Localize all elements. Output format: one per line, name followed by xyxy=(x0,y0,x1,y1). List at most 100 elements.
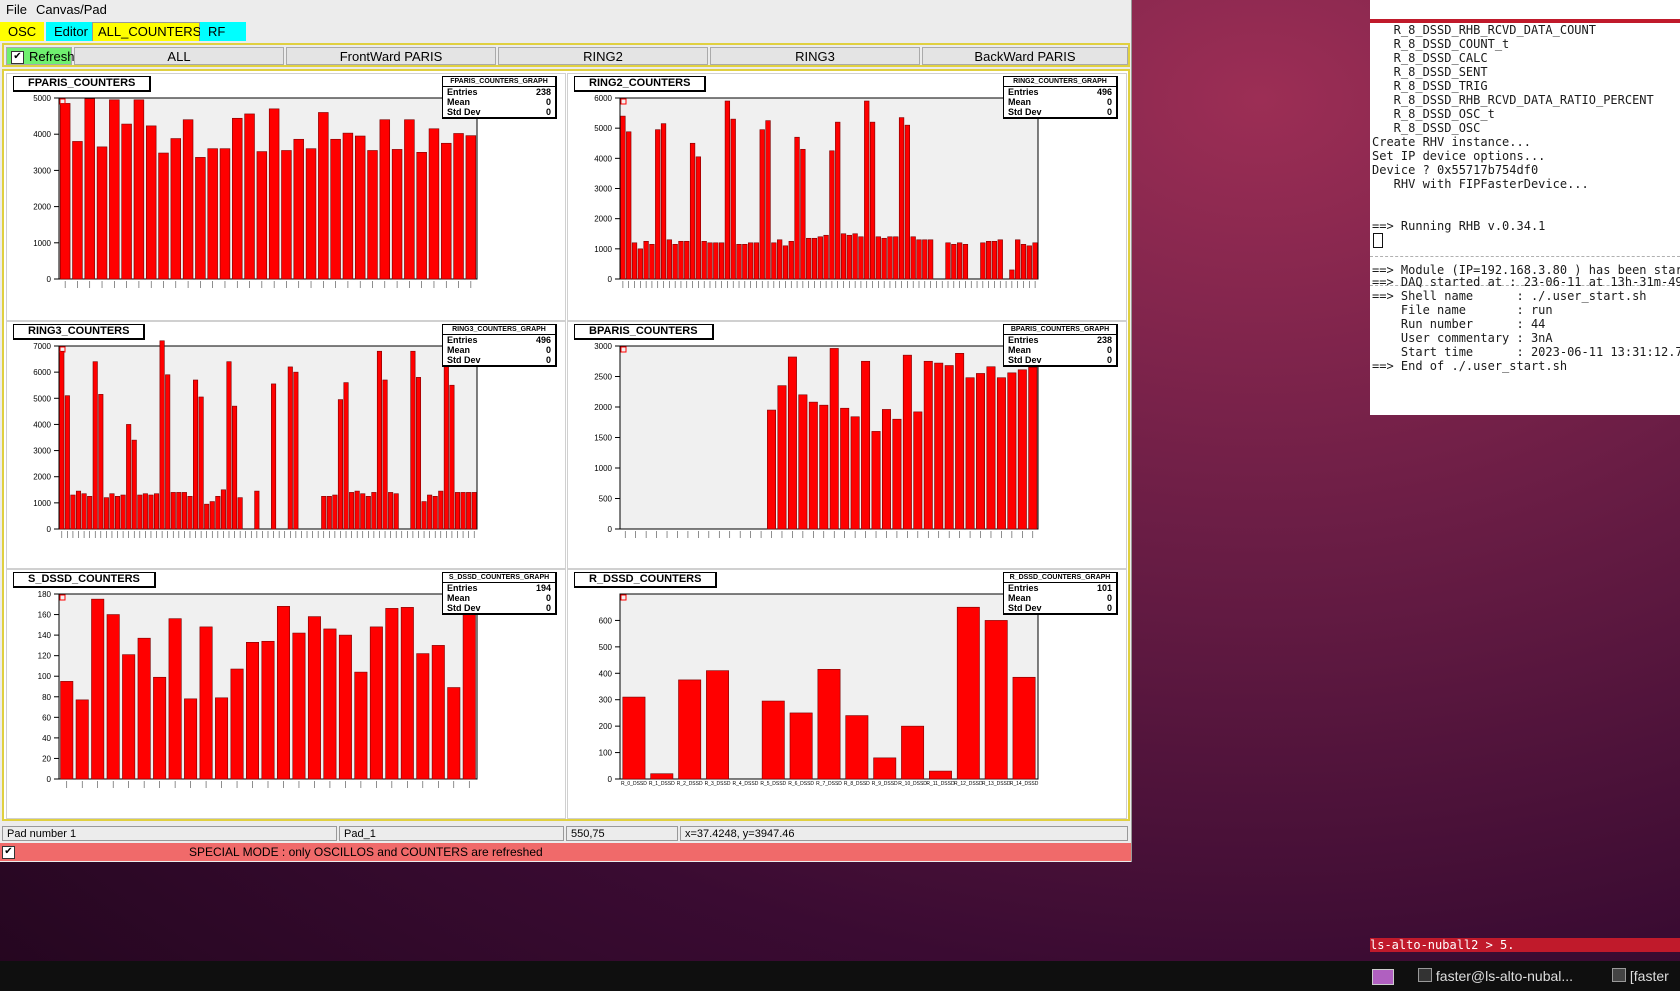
pad-fparis-counters[interactable]: 0 1000 2000 3000 4000 5000 FPARIS_COUNTERS FP… xyxy=(6,73,566,321)
refresh-toggle[interactable]: ✔ Refresh xyxy=(6,47,75,65)
pad-ring2-counters[interactable]: 0 1000 2000 3000 4000 5000 6000 RING2_COUNTERS… xyxy=(567,73,1127,321)
bar xyxy=(232,117,243,280)
bar xyxy=(354,671,368,780)
status-xy-readout: x=37.4248, y=3947.46 xyxy=(680,826,1128,841)
pad-bparis-counters[interactable]: 0 500 1000 1500 2000 2500 3000 BPARIS_COUNTERS… xyxy=(567,321,1127,569)
entries-label: Entries xyxy=(447,583,478,593)
bar xyxy=(292,632,306,780)
entries-label: Entries xyxy=(1008,335,1039,345)
bar xyxy=(142,493,148,530)
frontward-paris-button[interactable]: FrontWard PARIS xyxy=(286,47,496,65)
ring2-button[interactable]: RING2 xyxy=(498,47,708,65)
taskbar-second-item[interactable]: [faster xyxy=(1612,968,1669,984)
terminal-line: R_8_DSSD_CALC xyxy=(1372,51,1488,65)
bar xyxy=(72,141,83,280)
bar xyxy=(706,670,729,780)
bar xyxy=(996,377,1006,530)
y-tick-label: 200 xyxy=(599,722,613,731)
bar xyxy=(901,725,925,780)
bar xyxy=(881,409,891,530)
y-tick-label: 6000 xyxy=(33,368,51,377)
terminal-line: User commentary : 3nA xyxy=(1372,331,1553,345)
all-button[interactable]: ALL xyxy=(74,47,284,65)
tab-osc[interactable]: OSC xyxy=(0,22,44,41)
terminal-window[interactable]: R_8_DSSD_RHB_RCVD_DATA_COUNT R_8_DSSD_CO… xyxy=(1370,0,1680,415)
bar xyxy=(92,361,98,530)
bar xyxy=(199,626,213,780)
bar xyxy=(808,401,818,530)
bar xyxy=(367,150,378,280)
bar xyxy=(1028,367,1038,530)
bar xyxy=(684,240,690,280)
bar xyxy=(91,598,105,780)
y-tick-label: 0 xyxy=(47,525,52,534)
special-mode-checkbox[interactable]: ✔ xyxy=(2,846,15,859)
tab-all-counters[interactable]: ALL_COUNTERS xyxy=(92,22,201,41)
refresh-checkbox[interactable]: ✔ xyxy=(11,51,24,64)
bar xyxy=(881,237,887,280)
bar xyxy=(951,244,957,280)
bar xyxy=(287,366,293,530)
y-tick-label: 140 xyxy=(38,631,52,640)
bar xyxy=(465,135,477,280)
bar xyxy=(182,119,194,280)
pad-ring3-counters[interactable]: 0 1000 2000 3000 4000 5000 6000 7000 RING3_COUN… xyxy=(6,321,566,569)
stddev-label: Std Dev xyxy=(447,355,481,365)
bar xyxy=(81,493,87,530)
mean-value: 0 xyxy=(545,593,551,603)
plot-frame xyxy=(619,97,1039,280)
x-tick-label: R_12_DSSD xyxy=(954,781,983,787)
taskbar-terminal-item[interactable]: faster@ls-alto-nubal... xyxy=(1418,968,1573,984)
bar xyxy=(261,640,275,780)
bar xyxy=(701,240,707,280)
bar xyxy=(388,492,394,530)
x-tick-label: R_0_DSSD xyxy=(621,781,647,787)
bar xyxy=(421,501,427,530)
bar xyxy=(98,394,104,530)
ring3-button[interactable]: RING3 xyxy=(710,47,920,65)
bar xyxy=(777,239,783,280)
tab-rf[interactable]: RF xyxy=(200,22,246,41)
root-canvas[interactable]: 0 1000 2000 3000 4000 5000 FPARIS_COUNTERS FP… xyxy=(2,69,1130,821)
bar xyxy=(631,242,638,280)
bar xyxy=(145,125,157,280)
y-tick-label: 120 xyxy=(38,652,52,661)
stats-title: RING2_COUNTERS_GRAPH xyxy=(1004,77,1116,87)
bar xyxy=(193,379,199,530)
terminal-line: Start time : 2023-06-11 13:31:12.776 xyxy=(1372,345,1680,359)
terminal-line: File name : run xyxy=(1372,303,1553,317)
y-tick-label: 4000 xyxy=(33,420,51,429)
x-tick-label: R_9_DSSD xyxy=(872,781,898,787)
bar xyxy=(60,681,74,780)
x-tick-label: R_1_DSSD xyxy=(649,781,675,787)
bar xyxy=(360,493,366,530)
y-tick-label: 1000 xyxy=(594,245,612,254)
bar xyxy=(307,616,321,780)
bar xyxy=(811,237,818,280)
bar xyxy=(986,366,996,530)
menu-file[interactable]: File xyxy=(6,2,27,17)
mean-value: 0 xyxy=(1106,345,1112,355)
menu-canvas-pad[interactable]: Canvas/Pad xyxy=(36,2,107,17)
bar xyxy=(794,136,800,280)
bar xyxy=(349,492,355,530)
bar xyxy=(220,489,226,530)
bar xyxy=(929,770,952,780)
bar xyxy=(441,142,452,280)
pad-s-dssd-counters[interactable]: 0 20 40 60 80 100 120 140 160 180 S_DSSD_COUNTERS… xyxy=(6,569,566,819)
y-tick-label: 500 xyxy=(599,643,613,652)
y-tick-label: 20 xyxy=(42,754,51,763)
terminal-line: R_8_DSSD_RHB_RCVD_DATA_COUNT xyxy=(1372,23,1596,37)
pad-title: BPARIS_COUNTERS xyxy=(574,324,714,340)
backward-paris-button[interactable]: BackWard PARIS xyxy=(922,47,1128,65)
pad-r-dssd-counters[interactable]: 0 100 200 300 400 500 600 R_0_DSSD R_1_DSSD R_2_D… xyxy=(567,569,1127,819)
bar xyxy=(980,242,986,280)
tab-editor[interactable]: Editor xyxy=(46,22,100,41)
bar xyxy=(170,492,176,530)
y-tick-label: 100 xyxy=(38,672,52,681)
app-grid-icon[interactable] xyxy=(1372,969,1394,985)
bar xyxy=(431,645,445,780)
bar xyxy=(840,407,850,530)
bar xyxy=(268,108,280,280)
entries-value: 496 xyxy=(535,335,551,345)
